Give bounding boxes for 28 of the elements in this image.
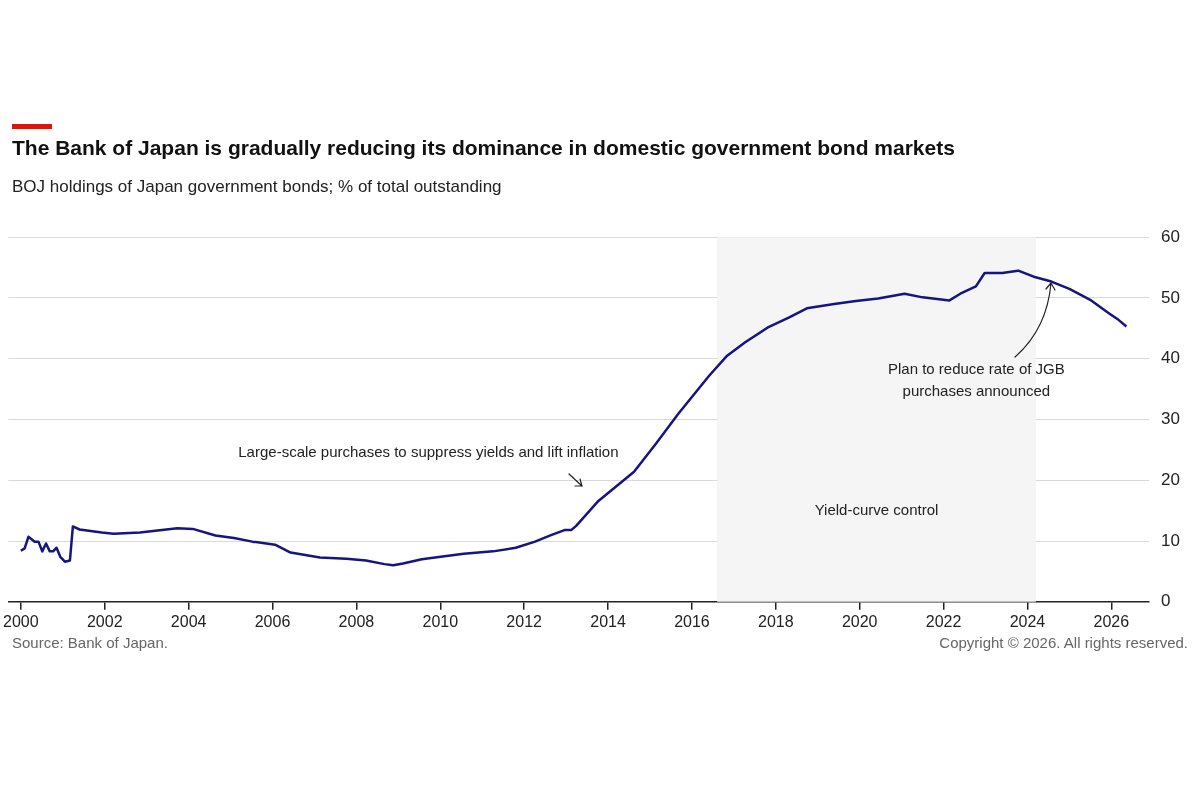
x-tick-label: 2010 — [422, 612, 459, 630]
x-tick-label: 2024 — [1009, 612, 1046, 630]
y-tick-label: 60 — [1161, 226, 1181, 246]
band-label: Yield-curve control — [814, 500, 939, 518]
x-tick-label: 2026 — [1093, 612, 1130, 630]
y-tick-label: 40 — [1161, 348, 1181, 368]
x-tick-label: 2000 — [3, 612, 39, 630]
x-tick-label: 2006 — [254, 612, 291, 630]
text: Copyright © 2026. All rights reserved. — [939, 634, 1188, 651]
chart-title: The Bank of Japan is gradually reducing its dominance in domestic government bond markets — [12, 136, 955, 160]
x-tick-label: 2014 — [590, 612, 626, 630]
y-tick-label: 10 — [1161, 530, 1181, 550]
x-tick-label: 2022 — [925, 612, 962, 630]
y-tick-label: 20 — [1161, 469, 1181, 489]
source-note: Source: Bank of Japan. — [12, 634, 168, 651]
y-tick-label: 50 — [1161, 287, 1181, 307]
annotation: Large-scale purchases to suppress yields and lift inflation — [237, 442, 620, 460]
x-tick-label: 2012 — [506, 612, 543, 630]
x-tick-label: 2020 — [841, 612, 878, 630]
x-tick-label: 2004 — [170, 612, 207, 630]
y-tick-label: 30 — [1161, 409, 1181, 429]
x-tick-label: 2002 — [86, 612, 123, 630]
chart-subtitle: BOJ holdings of Japan government bonds; % of total outstanding — [12, 177, 502, 197]
y-tick-label: 0 — [1161, 591, 1171, 611]
x-tick-label: 2016 — [674, 612, 710, 630]
x-tick-label: 2018 — [758, 612, 794, 630]
x-tick-label: 2008 — [338, 612, 375, 630]
annotation: Plan to reduce rate of JGB purchases announced — [886, 358, 1066, 401]
